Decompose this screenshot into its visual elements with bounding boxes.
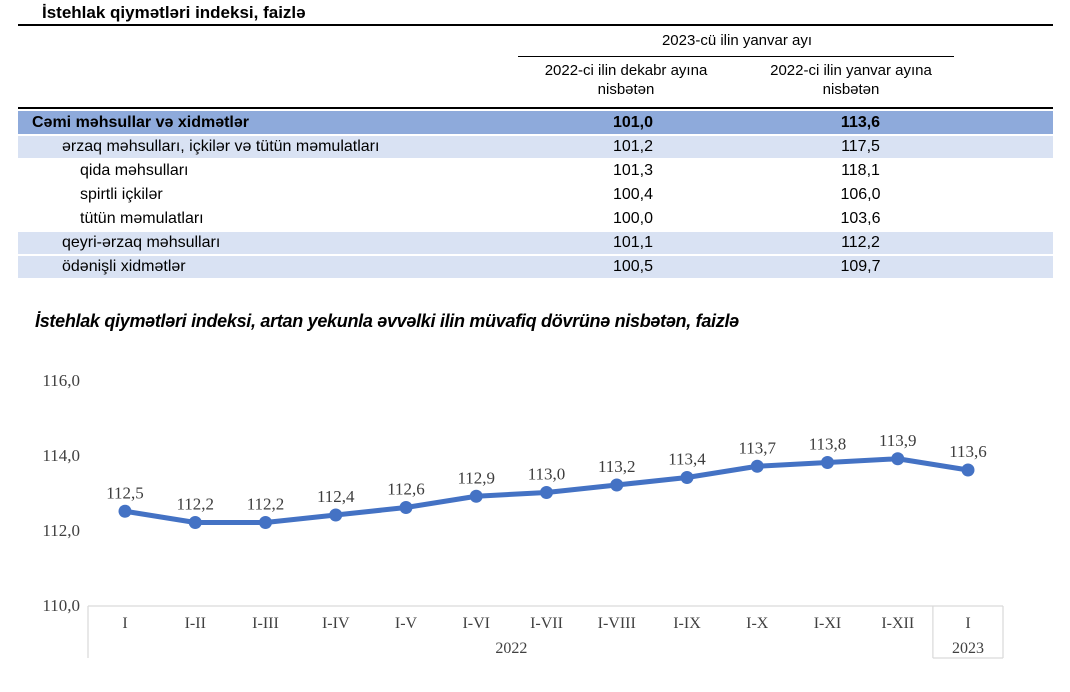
svg-text:I-VIII: I-VIII (598, 615, 636, 632)
table-column-header-dec: 2022-ci ilin dekabr ayına nisbətən (544, 62, 708, 98)
svg-text:I-V: I-V (395, 615, 418, 632)
svg-text:I-III: I-III (252, 615, 279, 632)
svg-text:I-X: I-X (746, 615, 769, 632)
table-row: ödənişli xidmətlər 100,5 109,7 (18, 256, 1053, 278)
table-row: tütün məmulatları 100,0 103,6 (18, 208, 1053, 230)
svg-text:113,9: 113,9 (879, 431, 917, 450)
svg-text:113,4: 113,4 (668, 450, 706, 469)
svg-text:112,9: 112,9 (457, 468, 495, 487)
cell-value: 100,5 (612, 258, 654, 275)
table-row: Cəmi məhsullar və xidmətlər 101,0 113,6 (18, 111, 1053, 134)
svg-text:I-XII: I-XII (881, 615, 914, 632)
cell-value: 103,6 (840, 210, 881, 227)
cpi-table: Cəmi məhsullar və xidmətlər 101,0 113,6 … (18, 111, 1053, 280)
table-row: qeyri-ərzaq məhsulları 101,1 112,2 (18, 232, 1053, 254)
svg-text:113,8: 113,8 (809, 435, 847, 454)
row-label: qida məhsulları (80, 162, 189, 179)
svg-text:110,0: 110,0 (42, 596, 80, 615)
cell-value: 106,0 (840, 186, 881, 203)
svg-text:113,0: 113,0 (528, 465, 566, 484)
svg-text:I-XI: I-XI (814, 615, 842, 632)
cell-value: 101,2 (612, 138, 654, 155)
svg-text:116,0: 116,0 (42, 371, 80, 390)
cell-value: 100,0 (612, 210, 654, 227)
row-label: qeyri-ərzaq məhsulları (62, 234, 221, 251)
table-row: spirtli içkilər 100,4 106,0 (18, 184, 1053, 206)
svg-text:I-VI: I-VI (462, 615, 490, 632)
svg-text:I-II: I-II (185, 615, 206, 632)
svg-text:112,6: 112,6 (387, 480, 425, 499)
series-data-labels: 112,5 112,2 112,2 112,4 112,6 112,9 113,0 113,2… (106, 431, 987, 514)
cell-value: 101,1 (612, 234, 654, 251)
svg-text:2022: 2022 (495, 640, 527, 657)
chart-title: İstehlak qiymətləri indeksi, artan yekun… (35, 311, 739, 331)
table-top-rule (18, 107, 1053, 109)
svg-text:112,4: 112,4 (317, 487, 355, 506)
y-axis-labels: 110,0 112,0 114,0 116,0 (42, 371, 80, 615)
svg-text:112,0: 112,0 (42, 521, 80, 540)
cell-value: 113,6 (840, 113, 881, 131)
svg-text:I-IX: I-IX (673, 615, 701, 632)
cell-value: 100,4 (612, 186, 654, 203)
cell-value: 117,5 (841, 138, 880, 155)
row-label: ödənişli xidmətlər (62, 258, 186, 275)
series-markers (118, 452, 975, 529)
svg-text:112,2: 112,2 (247, 495, 285, 514)
page-title: İstehlak qiymətləri indeksi, faizlə (42, 3, 306, 22)
cell-value: 118,1 (841, 162, 880, 179)
cell-value: 109,7 (840, 258, 881, 275)
row-label: ərzaq məhsulları, içkilər və tütün məmul… (62, 138, 380, 155)
x-axis-labels: I I-II I-III I-IV I-V I-VI I-VII I-VIII I-IX I-X I… (122, 615, 984, 657)
svg-text:112,2: 112,2 (176, 495, 214, 514)
svg-text:114,0: 114,0 (42, 446, 80, 465)
cpi-line-chart: 110,0 112,0 114,0 116,0 I I-II I-III I-IV I-V I-V… (42, 371, 1004, 659)
svg-text:113,2: 113,2 (598, 457, 636, 476)
row-label: spirtli içkilər (80, 186, 163, 203)
cell-value: 112,2 (841, 234, 880, 251)
svg-text:I: I (965, 615, 970, 632)
svg-text:I: I (122, 615, 127, 632)
svg-text:I-VII: I-VII (530, 615, 563, 632)
svg-text:113,6: 113,6 (949, 442, 987, 461)
svg-text:I-IV: I-IV (322, 615, 350, 632)
row-label: tütün məmulatları (80, 210, 204, 227)
cell-value: 101,0 (612, 113, 654, 131)
x-axis-band (87, 605, 1004, 659)
svg-text:2023: 2023 (952, 640, 984, 657)
cell-value: 101,3 (612, 162, 654, 179)
table-row: qida məhsulları 101,3 118,1 (18, 160, 1053, 182)
title-rule (18, 24, 1053, 26)
svg-text:113,7: 113,7 (738, 438, 776, 457)
table-column-group-header: 2023-cü ilin yanvar ayı (661, 32, 813, 49)
column-group-rule (518, 56, 954, 57)
row-label: Cəmi məhsullar və xidmətlər (32, 113, 249, 131)
svg-text:112,5: 112,5 (106, 483, 144, 502)
table-column-header-jan: 2022-ci ilin yanvar ayına nisbətən (770, 62, 932, 98)
table-row: ərzaq məhsulları, içkilər və tütün məmul… (18, 136, 1053, 158)
